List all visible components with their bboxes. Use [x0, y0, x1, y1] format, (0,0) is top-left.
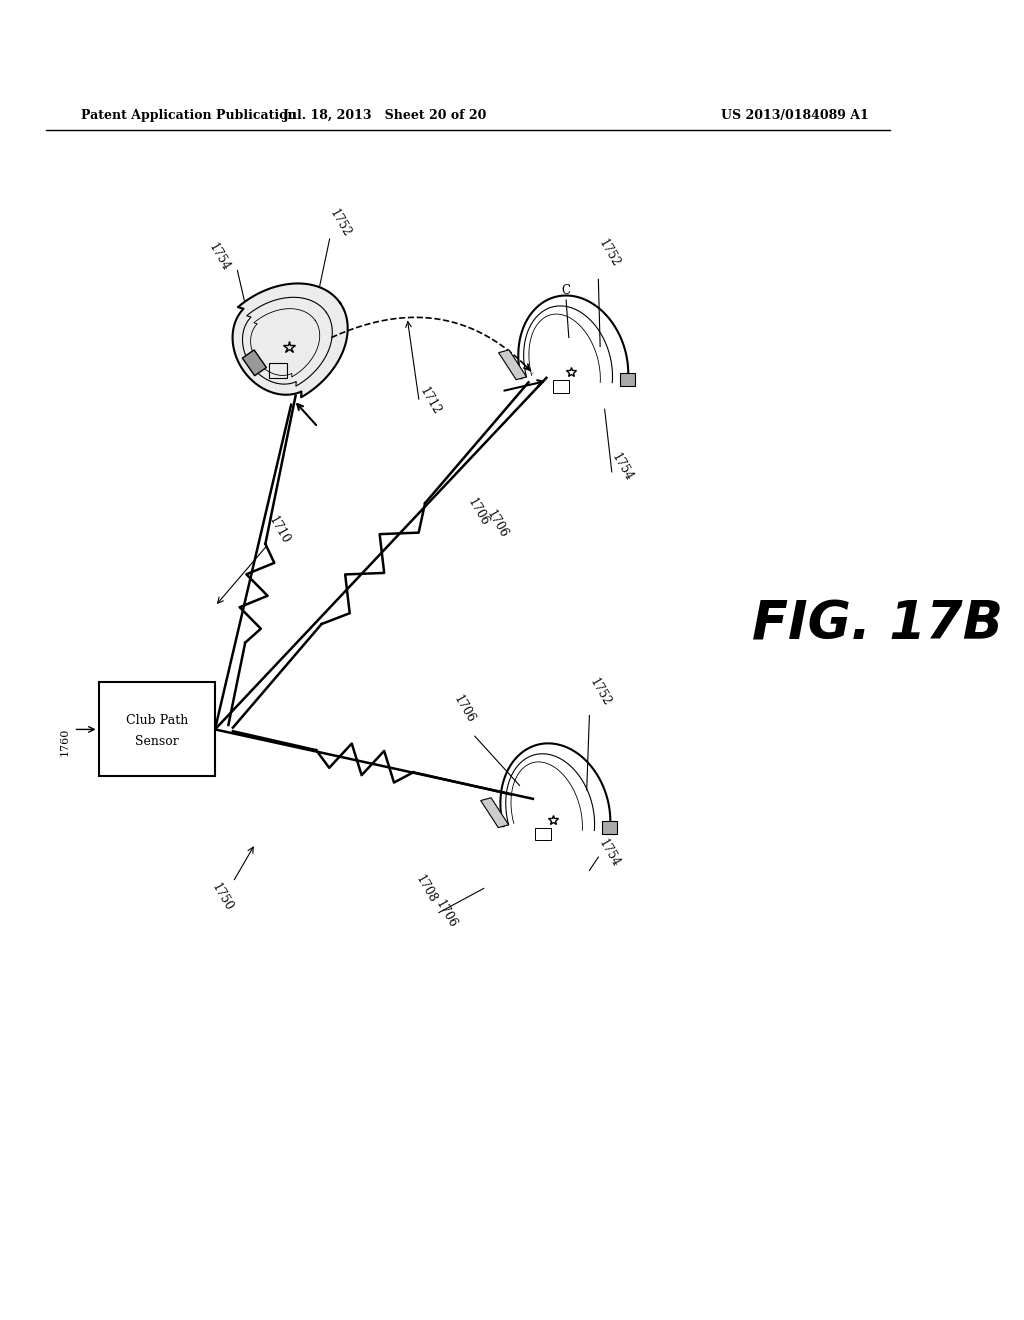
Polygon shape — [602, 821, 617, 834]
Text: 1710: 1710 — [266, 515, 293, 546]
Text: 1752: 1752 — [328, 207, 353, 239]
Text: 1752: 1752 — [596, 236, 623, 269]
Text: 1712: 1712 — [417, 384, 443, 417]
Text: Patent Application Publication: Patent Application Publication — [81, 108, 296, 121]
Text: 1706: 1706 — [433, 898, 459, 929]
Text: Club Path: Club Path — [126, 714, 187, 727]
Polygon shape — [232, 284, 348, 397]
FancyBboxPatch shape — [98, 682, 215, 776]
Text: 1750: 1750 — [209, 882, 236, 913]
Text: 1706: 1706 — [484, 508, 510, 540]
Polygon shape — [621, 374, 635, 385]
Text: 1706: 1706 — [451, 693, 477, 726]
Text: 1708: 1708 — [414, 873, 439, 904]
Text: 1754: 1754 — [609, 451, 636, 484]
Polygon shape — [243, 350, 266, 376]
Text: 1752: 1752 — [587, 676, 613, 708]
Text: Sensor: Sensor — [135, 735, 178, 748]
Text: 1760: 1760 — [59, 727, 70, 756]
Text: Jul. 18, 2013   Sheet 20 of 20: Jul. 18, 2013 Sheet 20 of 20 — [283, 108, 487, 121]
Text: US 2013/0184089 A1: US 2013/0184089 A1 — [721, 108, 869, 121]
Polygon shape — [499, 350, 526, 380]
Text: 1754: 1754 — [596, 837, 623, 869]
Text: 1754: 1754 — [207, 240, 232, 273]
Text: 1706: 1706 — [465, 496, 492, 528]
Text: C: C — [561, 284, 570, 297]
Text: FIG. 17B: FIG. 17B — [753, 598, 1004, 651]
Polygon shape — [480, 797, 509, 828]
